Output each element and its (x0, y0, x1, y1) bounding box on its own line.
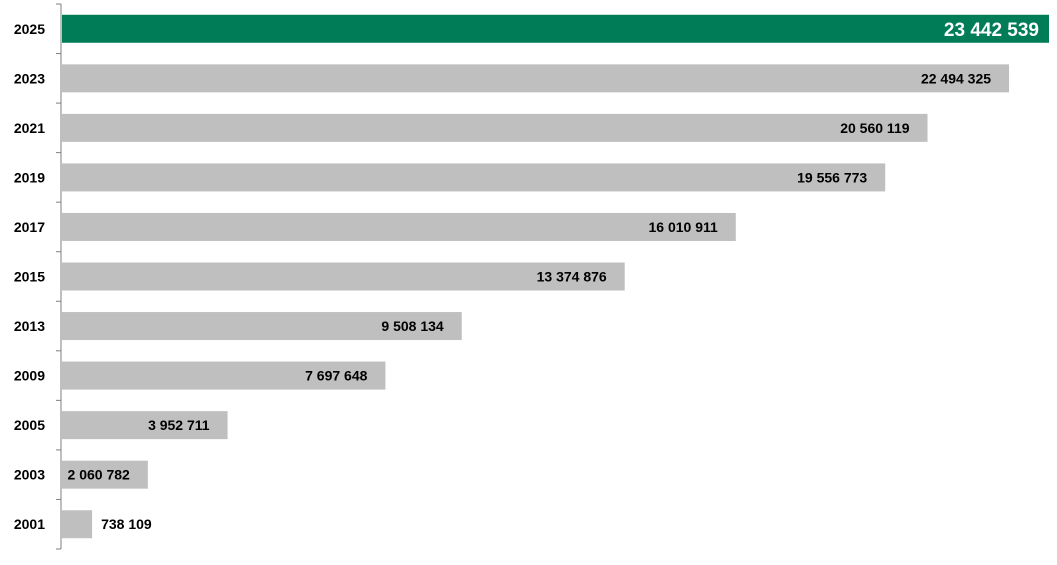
bar-2017 (62, 212, 736, 241)
data-label-2025: 23 442 539 (944, 20, 1039, 41)
bar-2019 (62, 163, 886, 192)
data-label-2013: 9 508 134 (381, 318, 443, 334)
data-label-2005: 3 952 711 (148, 417, 210, 433)
tick-label-2025: 2025 (14, 21, 45, 37)
tick-label-2003: 2003 (14, 467, 45, 483)
labels-layer: 2025 23 442 539 2023 22 494 325 2021 20 560 1… (14, 20, 1039, 532)
bar-2013 (62, 312, 462, 341)
bars-layer (62, 14, 1049, 539)
bar-2023 (62, 64, 1010, 93)
tick-label-2013: 2013 (14, 318, 45, 334)
axis-layer (56, 3, 62, 550)
bar-2015 (62, 262, 625, 291)
data-label-2017: 16 010 911 (648, 219, 718, 235)
bar-2003 (62, 460, 148, 489)
tick-label-2015: 2015 (14, 269, 45, 285)
data-label-2021: 20 560 119 (840, 120, 910, 136)
tick-label-2009: 2009 (14, 368, 45, 384)
tick-label-2017: 2017 (14, 219, 45, 235)
data-label-2003: 2 060 782 (68, 467, 130, 483)
bar-2025 (62, 14, 1049, 43)
tick-label-2005: 2005 (14, 417, 45, 433)
bar-2021 (62, 113, 928, 142)
bar-2009 (62, 361, 386, 390)
data-label-2023: 22 494 325 (921, 70, 991, 86)
tick-label-2001: 2001 (14, 516, 45, 532)
data-label-2015: 13 374 876 (537, 269, 607, 285)
tick-label-2021: 2021 (14, 120, 45, 136)
data-label-2019: 19 556 773 (797, 169, 867, 185)
data-label-2009: 7 697 648 (305, 368, 367, 384)
data-label-2001: 738 109 (101, 516, 152, 532)
tick-label-2023: 2023 (14, 70, 45, 86)
bar-2001 (62, 510, 93, 539)
bar-2005 (62, 411, 228, 440)
tick-label-2019: 2019 (14, 169, 45, 185)
